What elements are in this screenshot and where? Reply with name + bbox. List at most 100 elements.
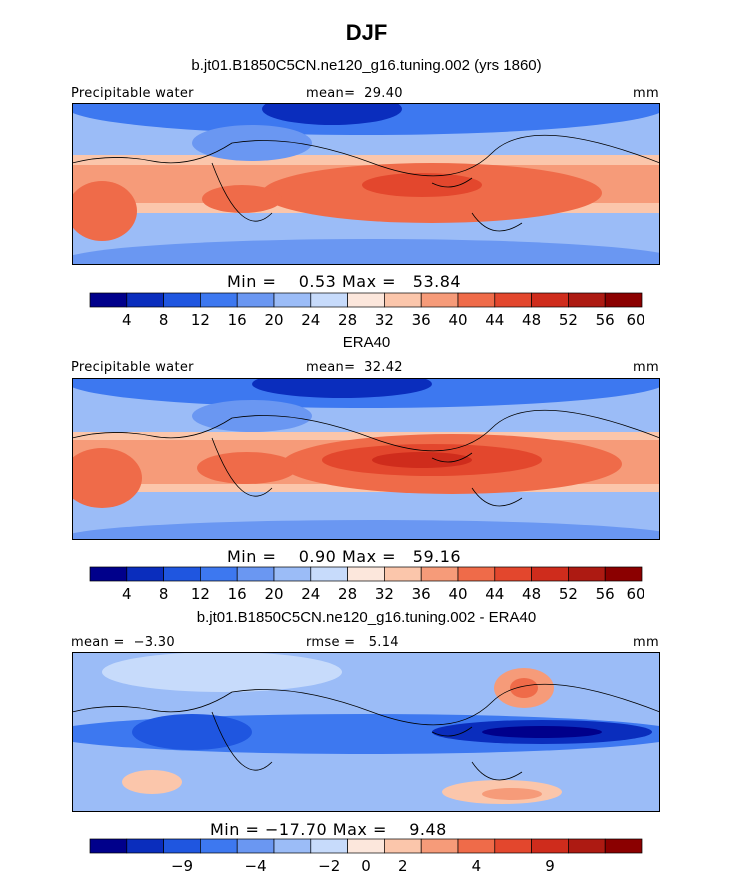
- colorbar-tick-label: −4: [245, 857, 267, 875]
- colorbar-tick-label: 28: [338, 311, 357, 329]
- colorbar-tick-label: 36: [412, 585, 431, 603]
- panel3-mean-label: mean =: [71, 635, 125, 650]
- panel2-coastlines: [72, 409, 660, 507]
- colorbar-box: [89, 292, 128, 308]
- panel2-mean: mean= 32.42: [306, 360, 403, 375]
- colorbar-tick-label: 60: [626, 585, 644, 603]
- colorbar-tick-label: 24: [301, 311, 320, 329]
- colorbar-box: [531, 838, 569, 854]
- colorbar-tick-label: 12: [191, 311, 210, 329]
- colorbar-box: [236, 292, 275, 308]
- panel3-pacific-warm-core: [510, 678, 538, 698]
- panel3-rmse: rmse = 5.14: [306, 635, 399, 650]
- colorbar-box: [236, 566, 275, 582]
- panel1-max-value: 53.84: [412, 272, 462, 291]
- colorbar-box: [163, 292, 201, 308]
- colorbar-tick-label: 52: [559, 311, 578, 329]
- panel1-frame: [72, 103, 660, 265]
- panel3-rmse-label: rmse =: [306, 635, 356, 650]
- colorbar-box: [531, 566, 569, 582]
- colorbar-tick-label: 20: [264, 311, 283, 329]
- panel3-min-value: −17.70: [264, 820, 328, 839]
- colorbar-box: [568, 292, 606, 308]
- colorbar-tick-label: 24: [301, 585, 320, 603]
- panel2-max-label: Max =: [341, 547, 397, 566]
- colorbar-box: [347, 566, 385, 582]
- colorbar-box: [494, 566, 532, 582]
- colorbar-box: [457, 838, 496, 854]
- panel3-minmax: Min = −17.70 Max = 9.48: [210, 820, 447, 839]
- colorbar-box: [457, 292, 496, 308]
- colorbar-box: [273, 292, 312, 308]
- panel2-map: [72, 378, 660, 540]
- panel1-colorbar: 4 8 12 16 20 24 28 32 36 40 44 48 52 56 60: [89, 292, 644, 329]
- colorbar-box: [531, 292, 569, 308]
- colorbar-tick-label: 40: [448, 585, 467, 603]
- colorbar-box: [384, 566, 422, 582]
- colorbar-tick-label: 20: [264, 585, 283, 603]
- colorbar-box: [310, 838, 348, 854]
- panel3-min-label: Min =: [210, 820, 260, 839]
- colorbar-tick-label: 44: [485, 585, 504, 603]
- colorbar-box: [273, 838, 312, 854]
- colorbar-box: [568, 838, 606, 854]
- panel3-africa-blue: [132, 714, 252, 750]
- panel2-colorbar: 4 8 12 16 20 24 28 32 36 40 44 48 52 56 60: [89, 566, 644, 603]
- colorbar-box: [200, 566, 238, 582]
- panel3-south-warm-core: [482, 788, 542, 800]
- panel1-subtitle: b.jt01.B1850C5CN.ne120_g16.tuning.002 (y…: [191, 57, 542, 74]
- panel3-rmse-value: 5.14: [368, 635, 399, 650]
- colorbar-box: [494, 838, 532, 854]
- panel2-mean-label: mean=: [306, 360, 356, 375]
- panel1-units: mm: [633, 86, 659, 101]
- colorbar-box: [604, 566, 643, 582]
- colorbar-box: [347, 292, 385, 308]
- panel2-variable-label: Precipitable water: [71, 360, 194, 375]
- panel1-max-label: Max =: [341, 272, 397, 291]
- colorbar-tick-label: 12: [191, 585, 210, 603]
- colorbar-tick-label: 56: [596, 585, 615, 603]
- colorbar-tick-label: 16: [228, 585, 247, 603]
- panel1-variable-label: Precipitable water: [71, 86, 194, 101]
- panel2-min-value: 0.90: [298, 547, 337, 566]
- colorbar-box: [200, 838, 238, 854]
- colorbar-tick-label: −9: [171, 857, 193, 875]
- panel2-frame: [72, 378, 660, 540]
- colorbar-tick-label: 8: [159, 585, 169, 603]
- colorbar-box: [384, 838, 422, 854]
- panel2-max-value: 59.16: [412, 547, 462, 566]
- colorbar-box: [126, 838, 164, 854]
- colorbar-tick-label: 32: [375, 311, 394, 329]
- panel2-arctic-dark: [252, 378, 432, 398]
- colorbar-tick-label: 36: [412, 311, 431, 329]
- colorbar-tick-label: 44: [485, 311, 504, 329]
- panel3-mean-value: −3.30: [133, 635, 175, 650]
- panel2-southern-blue: [72, 520, 660, 540]
- panel2-units: mm: [633, 360, 659, 375]
- colorbar-tick-label: 56: [596, 311, 615, 329]
- colorbar-tick-label: 48: [522, 311, 541, 329]
- colorbar-tick-label: 28: [338, 585, 357, 603]
- panel1-africa-warm: [202, 185, 282, 213]
- colorbar-tick-label: 16: [228, 311, 247, 329]
- panel1-sahara-dry: [192, 125, 312, 161]
- panel2-mean-value: 32.42: [364, 360, 403, 375]
- colorbar-box: [126, 292, 164, 308]
- panel1-southern-blue: [72, 239, 660, 265]
- panel1-mean-value: 29.40: [364, 86, 403, 101]
- panel1-samerica-warm: [72, 181, 137, 241]
- colorbar-box: [89, 838, 128, 854]
- panel1-arctic-dark: [262, 103, 402, 125]
- panel3-coastlines: [72, 683, 660, 781]
- colorbar-box: [494, 292, 532, 308]
- colorbar-tick-label: 9: [545, 857, 555, 875]
- colorbar-tick-label: 48: [522, 585, 541, 603]
- colorbar-tick-label: 4: [472, 857, 482, 875]
- panel3-mean: mean = −3.30: [71, 635, 175, 650]
- panel2-min-label: Min =: [227, 547, 277, 566]
- panel3-max-label: Max =: [332, 820, 387, 839]
- colorbar-box: [568, 566, 606, 582]
- colorbar-box: [384, 292, 422, 308]
- colorbar-box: [273, 566, 312, 582]
- colorbar-tick-label: 8: [159, 311, 169, 329]
